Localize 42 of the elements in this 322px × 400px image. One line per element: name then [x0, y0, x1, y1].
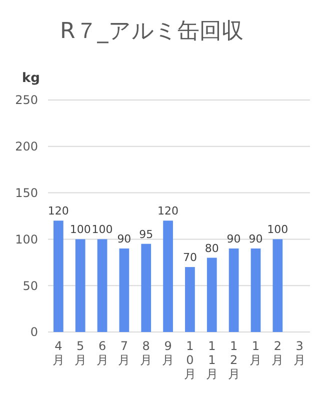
y-tick-label: 150	[15, 186, 38, 200]
x-tick-label: 8月	[140, 339, 152, 367]
y-tick-label: 100	[15, 232, 38, 246]
data-label: 100	[267, 223, 288, 236]
bar	[250, 248, 261, 332]
y-tick-label: 200	[15, 140, 38, 154]
data-label: 120	[158, 204, 179, 218]
bar	[141, 244, 152, 332]
bar	[185, 267, 195, 332]
y-tick-label: 0	[30, 325, 38, 340]
bar	[228, 248, 239, 332]
y-axis-title: kg	[22, 71, 40, 86]
x-tick-label: 4月	[52, 339, 64, 367]
bar	[119, 248, 130, 332]
bar	[163, 220, 173, 332]
y-tick-label: 250	[15, 93, 38, 108]
data-label: 120	[48, 204, 69, 218]
x-tick-label: 2月	[272, 339, 284, 367]
data-label: 95	[139, 228, 154, 241]
y-tick-label: 50	[22, 278, 38, 293]
data-label: 100	[70, 223, 91, 236]
x-tick-label: 9月	[162, 339, 174, 367]
x-tick-label: 1月	[250, 339, 262, 367]
data-label: 90	[226, 232, 241, 246]
data-label: 90	[248, 232, 263, 246]
x-tick-label: 7月	[118, 339, 130, 367]
x-tick-label: 12月	[228, 339, 240, 381]
x-tick-label: 10月	[184, 339, 196, 381]
chart-title: R７_アルミ缶回収	[60, 19, 244, 44]
bar	[53, 220, 64, 332]
x-tick-label: 3月	[294, 339, 306, 367]
data-label: 90	[117, 232, 132, 246]
data-label: 100	[92, 223, 113, 236]
data-label: 80	[204, 242, 219, 255]
bar	[206, 258, 217, 332]
data-label: 70	[182, 251, 197, 264]
x-tick-label: 6月	[96, 339, 108, 367]
x-tick-label: 11月	[206, 339, 218, 381]
bar	[272, 239, 283, 332]
bar	[97, 239, 108, 332]
x-tick-label: 5月	[74, 339, 86, 367]
bar	[75, 239, 86, 332]
